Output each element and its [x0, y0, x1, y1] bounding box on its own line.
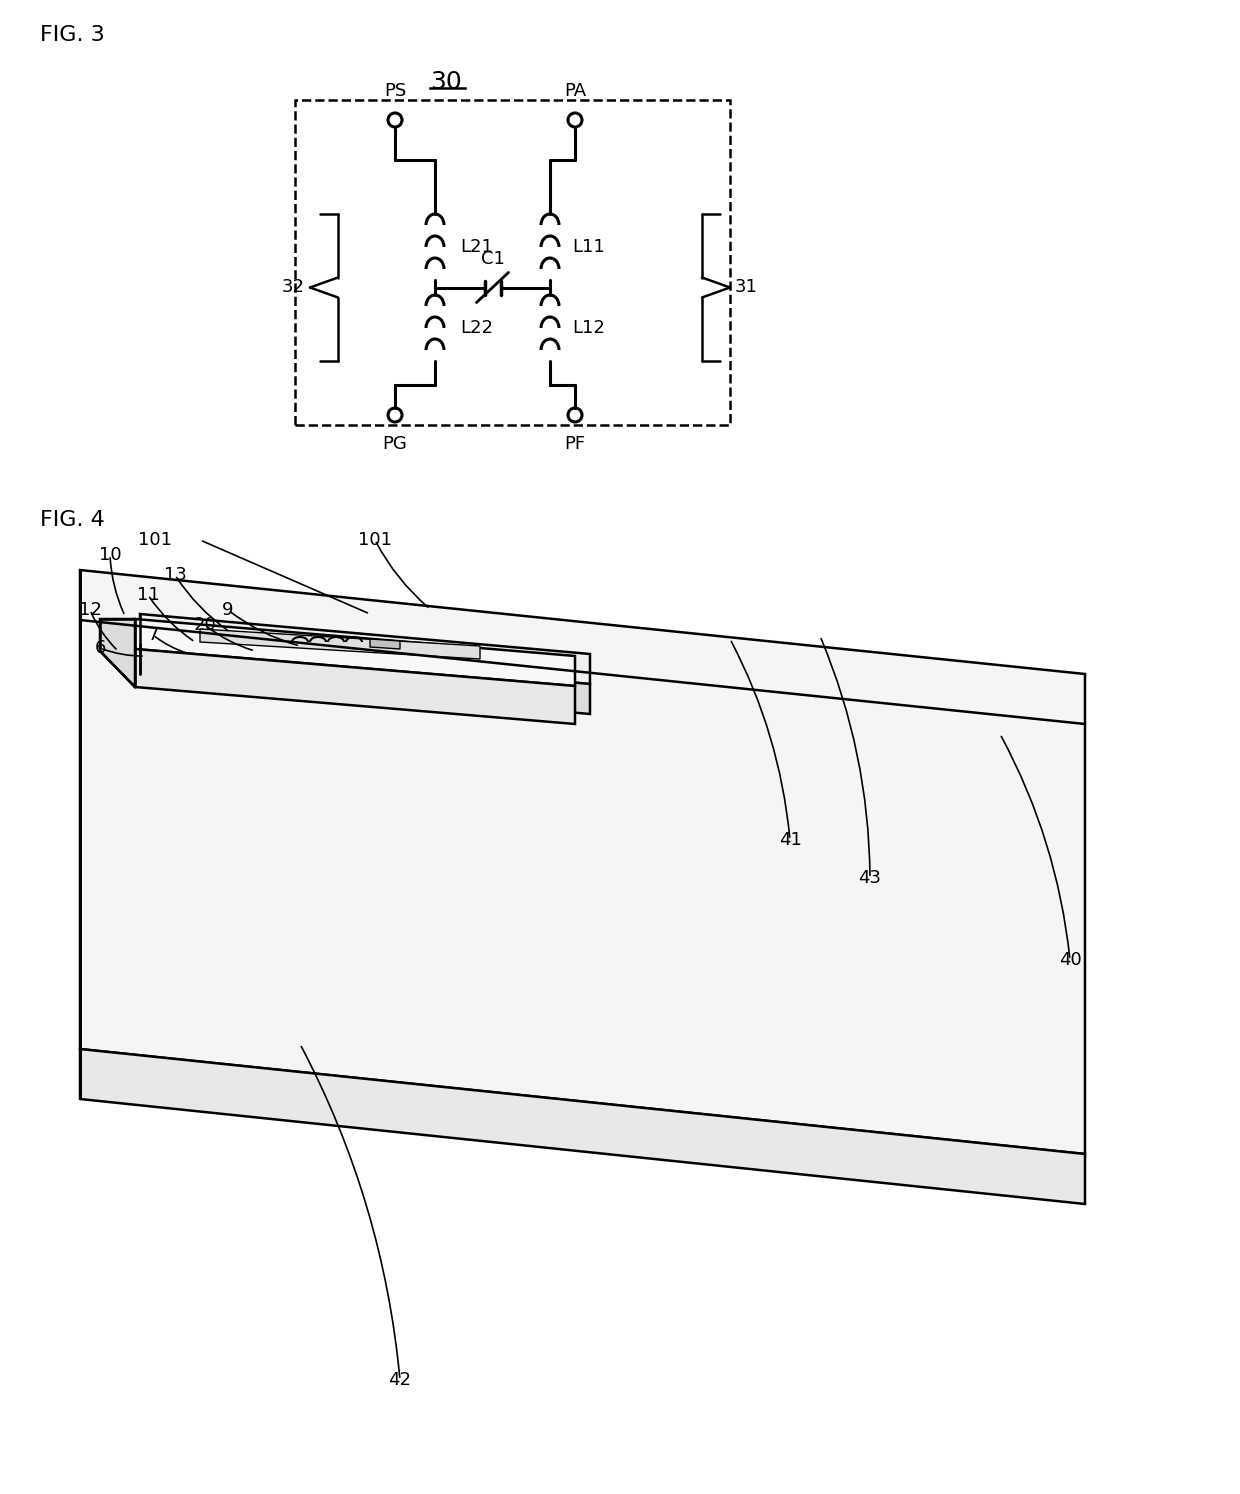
Text: 20: 20 — [193, 616, 216, 633]
Text: 101: 101 — [138, 530, 172, 548]
Text: 31: 31 — [735, 278, 758, 296]
Text: 32: 32 — [281, 278, 305, 296]
Polygon shape — [140, 614, 590, 684]
Text: FIG. 4: FIG. 4 — [40, 509, 104, 530]
Polygon shape — [135, 619, 575, 686]
Text: PF: PF — [564, 435, 585, 453]
Text: 41: 41 — [779, 831, 801, 849]
Text: 101: 101 — [358, 530, 392, 548]
Text: C1: C1 — [481, 251, 505, 269]
Polygon shape — [370, 639, 401, 648]
Text: FIG. 3: FIG. 3 — [40, 25, 104, 45]
Text: L11: L11 — [572, 238, 605, 255]
Text: 10: 10 — [99, 545, 122, 565]
Text: PA: PA — [564, 82, 587, 100]
Polygon shape — [81, 571, 1085, 1153]
Text: 12: 12 — [78, 601, 102, 619]
Text: 6: 6 — [94, 639, 105, 657]
Text: 13: 13 — [164, 566, 186, 584]
Text: 42: 42 — [388, 1371, 412, 1389]
Polygon shape — [200, 629, 480, 659]
Text: 11: 11 — [136, 586, 160, 604]
Bar — [295, 100, 730, 424]
Text: L22: L22 — [460, 320, 494, 338]
Polygon shape — [135, 648, 575, 725]
Text: 9: 9 — [222, 601, 234, 619]
Text: L21: L21 — [460, 238, 492, 255]
Text: 43: 43 — [858, 870, 882, 887]
Polygon shape — [140, 644, 590, 714]
Polygon shape — [81, 1049, 1085, 1204]
Text: PS: PS — [384, 82, 407, 100]
Text: 40: 40 — [1059, 952, 1081, 970]
Text: PG: PG — [383, 435, 408, 453]
Text: L12: L12 — [572, 320, 605, 338]
Polygon shape — [100, 619, 135, 687]
Text: 30: 30 — [430, 70, 461, 94]
Text: 7: 7 — [148, 626, 159, 644]
